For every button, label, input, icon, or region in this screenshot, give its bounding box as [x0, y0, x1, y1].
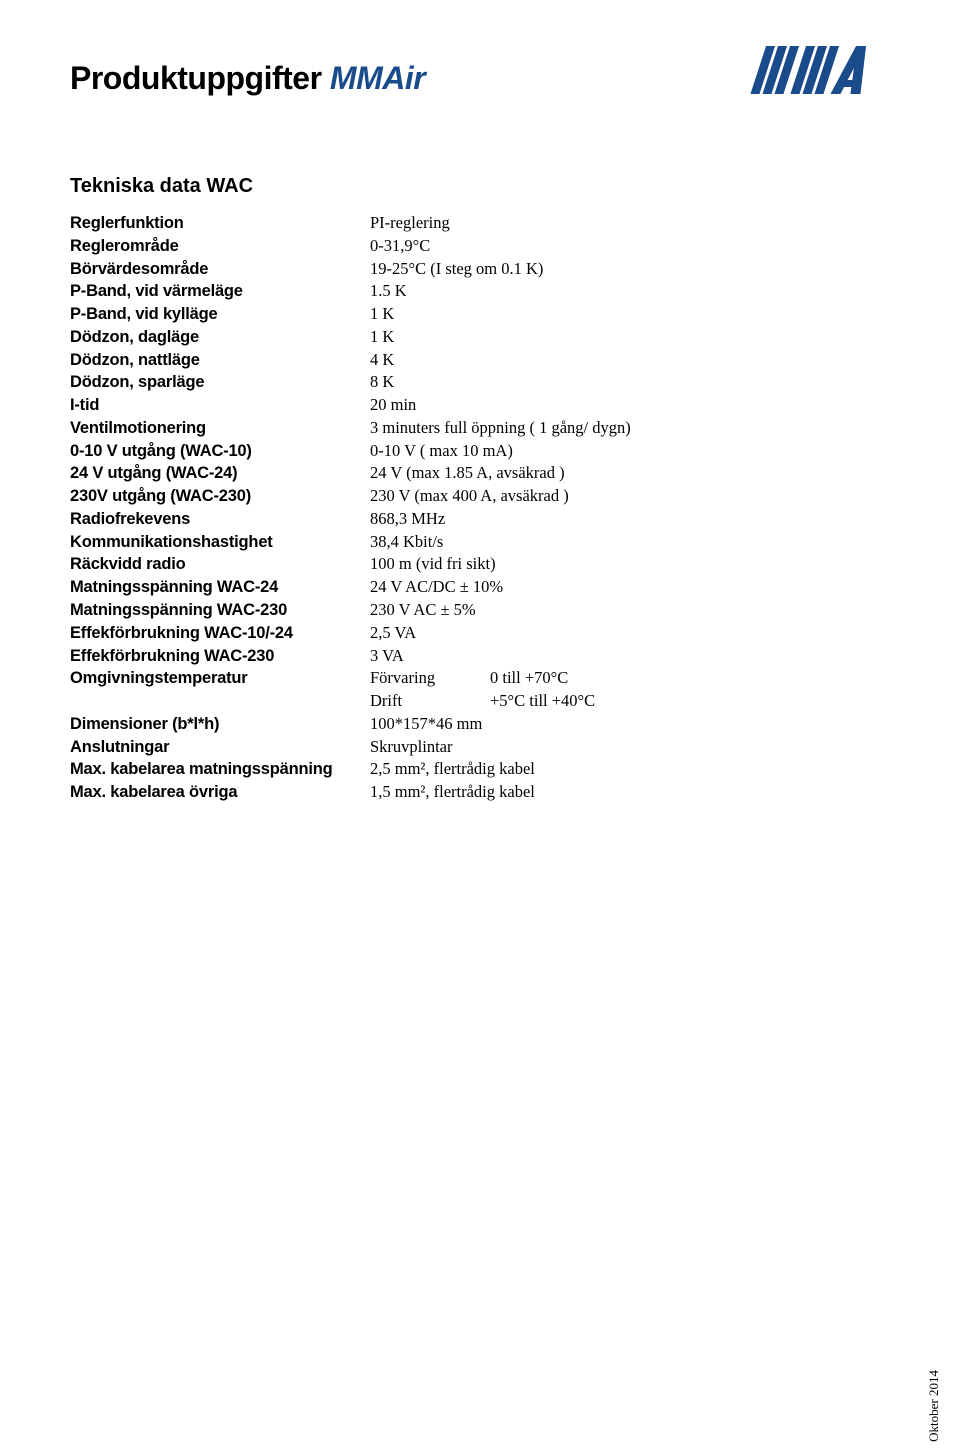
table-row: Effekförbrukning WAC-10/-242,5 VA: [70, 622, 890, 645]
spec-value: 1 K: [370, 303, 890, 326]
spec-label: Reglerområde: [70, 235, 370, 258]
temp-range: 0 till +70°C: [490, 668, 568, 687]
spec-table-body: ReglerfunktionPI-reglering Reglerområde0…: [70, 212, 890, 804]
spec-label: Dimensioner (b*l*h): [70, 713, 370, 736]
page-title: Produktuppgifter MMAir: [70, 60, 425, 97]
table-row: Max. kabelarea matningsspänning2,5 mm², …: [70, 758, 890, 781]
table-row-temperature: Omgivningstemperatur Förvaring0 till +70…: [70, 667, 890, 690]
spec-label: 0-10 V utgång (WAC-10): [70, 440, 370, 463]
spec-label: Matningsspänning WAC-230: [70, 599, 370, 622]
temp-mode: Drift: [370, 690, 490, 713]
table-row: Börvärdesområde19-25°C (I steg om 0.1 K): [70, 258, 890, 281]
spec-label: Anslutningar: [70, 736, 370, 759]
mma-logo: [730, 40, 890, 105]
spec-value: 20 min: [370, 394, 890, 417]
table-row: 24 V utgång (WAC-24)24 V (max 1.85 A, av…: [70, 462, 890, 485]
spec-label: Omgivningstemperatur: [70, 667, 370, 690]
spec-label: Radiofrekevens: [70, 508, 370, 531]
spec-value: 24 V (max 1.85 A, avsäkrad ): [370, 462, 890, 485]
table-row: 0-10 V utgång (WAC-10)0-10 V ( max 10 mA…: [70, 440, 890, 463]
title-main: Produktuppgifter: [70, 60, 330, 96]
spec-label: Räckvidd radio: [70, 553, 370, 576]
header: Produktuppgifter MMAir: [70, 60, 890, 105]
spec-table: ReglerfunktionPI-reglering Reglerområde0…: [70, 212, 890, 804]
spec-value: 19-25°C (I steg om 0.1 K): [370, 258, 890, 281]
table-row: Kommunikationshastighet38,4 Kbit/s: [70, 531, 890, 554]
spec-label: 230V utgång (WAC-230): [70, 485, 370, 508]
spec-label: Reglerfunktion: [70, 212, 370, 235]
spec-label: Effekförbrukning WAC-230: [70, 645, 370, 668]
table-row: Dödzon, sparläge8 K: [70, 371, 890, 394]
table-row: Matningsspänning WAC-230230 V AC ± 5%: [70, 599, 890, 622]
spec-value: 4 K: [370, 349, 890, 372]
table-row: Effekförbrukning WAC-2303 VA: [70, 645, 890, 668]
spec-value: 3 VA: [370, 645, 890, 668]
table-row: Radiofrekevens868,3 MHz: [70, 508, 890, 531]
table-row: 230V utgång (WAC-230)230 V (max 400 A, a…: [70, 485, 890, 508]
spec-label: P-Band, vid värmeläge: [70, 280, 370, 303]
spec-value: 1 K: [370, 326, 890, 349]
spec-value: Förvaring0 till +70°C: [370, 667, 890, 690]
table-row: Dödzon, dagläge1 K: [70, 326, 890, 349]
spec-label-empty: [70, 690, 370, 713]
table-row: Ventilmotionering3 minuters full öppning…: [70, 417, 890, 440]
spec-value: 2,5 mm², flertrådig kabel: [370, 758, 890, 781]
spec-value: 230 V (max 400 A, avsäkrad ): [370, 485, 890, 508]
spec-label: Kommunikationshastighet: [70, 531, 370, 554]
spec-label: 24 V utgång (WAC-24): [70, 462, 370, 485]
spec-label: Dödzon, sparläge: [70, 371, 370, 394]
spec-value: 1,5 mm², flertrådig kabel: [370, 781, 890, 804]
spec-value: Skruvplintar: [370, 736, 890, 759]
spec-value: 3 minuters full öppning ( 1 gång/ dygn): [370, 417, 890, 440]
spec-label: Dödzon, dagläge: [70, 326, 370, 349]
spec-label: Max. kabelarea övriga: [70, 781, 370, 804]
spec-label: Matningsspänning WAC-24: [70, 576, 370, 599]
spec-value: 0-31,9°C: [370, 235, 890, 258]
table-row: Reglerområde0-31,9°C: [70, 235, 890, 258]
spec-value: 38,4 Kbit/s: [370, 531, 890, 554]
table-row: ReglerfunktionPI-reglering: [70, 212, 890, 235]
spec-label: Effekförbrukning WAC-10/-24: [70, 622, 370, 645]
title-italic: MMAir: [330, 60, 425, 96]
spec-value: PI-reglering: [370, 212, 890, 235]
spec-value: 868,3 MHz: [370, 508, 890, 531]
spec-value: 100 m (vid fri sikt): [370, 553, 890, 576]
table-row: Dödzon, nattläge4 K: [70, 349, 890, 372]
section-title: Tekniska data WAC: [70, 175, 890, 198]
spec-value: 1.5 K: [370, 280, 890, 303]
temp-mode: Förvaring: [370, 667, 490, 690]
footer-date: Oktober 2014: [926, 1370, 942, 1442]
table-row: Matningsspänning WAC-2424 V AC/DC ± 10%: [70, 576, 890, 599]
spec-label: Börvärdesområde: [70, 258, 370, 281]
table-row: I-tid20 min: [70, 394, 890, 417]
spec-label: P-Band, vid kylläge: [70, 303, 370, 326]
spec-value: Drift+5°C till +40°C: [370, 690, 890, 713]
mma-logo-icon: [730, 40, 890, 100]
spec-label: I-tid: [70, 394, 370, 417]
table-row: P-Band, vid kylläge1 K: [70, 303, 890, 326]
spec-label: Max. kabelarea matningsspänning: [70, 758, 370, 781]
table-row: P-Band, vid värmeläge1.5 K: [70, 280, 890, 303]
spec-label: Dödzon, nattläge: [70, 349, 370, 372]
spec-value: 100*157*46 mm: [370, 713, 890, 736]
temp-range: +5°C till +40°C: [490, 691, 595, 710]
table-row-temperature-drift: Drift+5°C till +40°C: [70, 690, 890, 713]
spec-value: 0-10 V ( max 10 mA): [370, 440, 890, 463]
spec-value: 24 V AC/DC ± 10%: [370, 576, 890, 599]
table-row: Max. kabelarea övriga1,5 mm², flertrådig…: [70, 781, 890, 804]
spec-label: Ventilmotionering: [70, 417, 370, 440]
spec-value: 2,5 VA: [370, 622, 890, 645]
spec-value: 8 K: [370, 371, 890, 394]
table-row: Dimensioner (b*l*h)100*157*46 mm: [70, 713, 890, 736]
table-row: Räckvidd radio100 m (vid fri sikt): [70, 553, 890, 576]
spec-value: 230 V AC ± 5%: [370, 599, 890, 622]
table-row: AnslutningarSkruvplintar: [70, 736, 890, 759]
